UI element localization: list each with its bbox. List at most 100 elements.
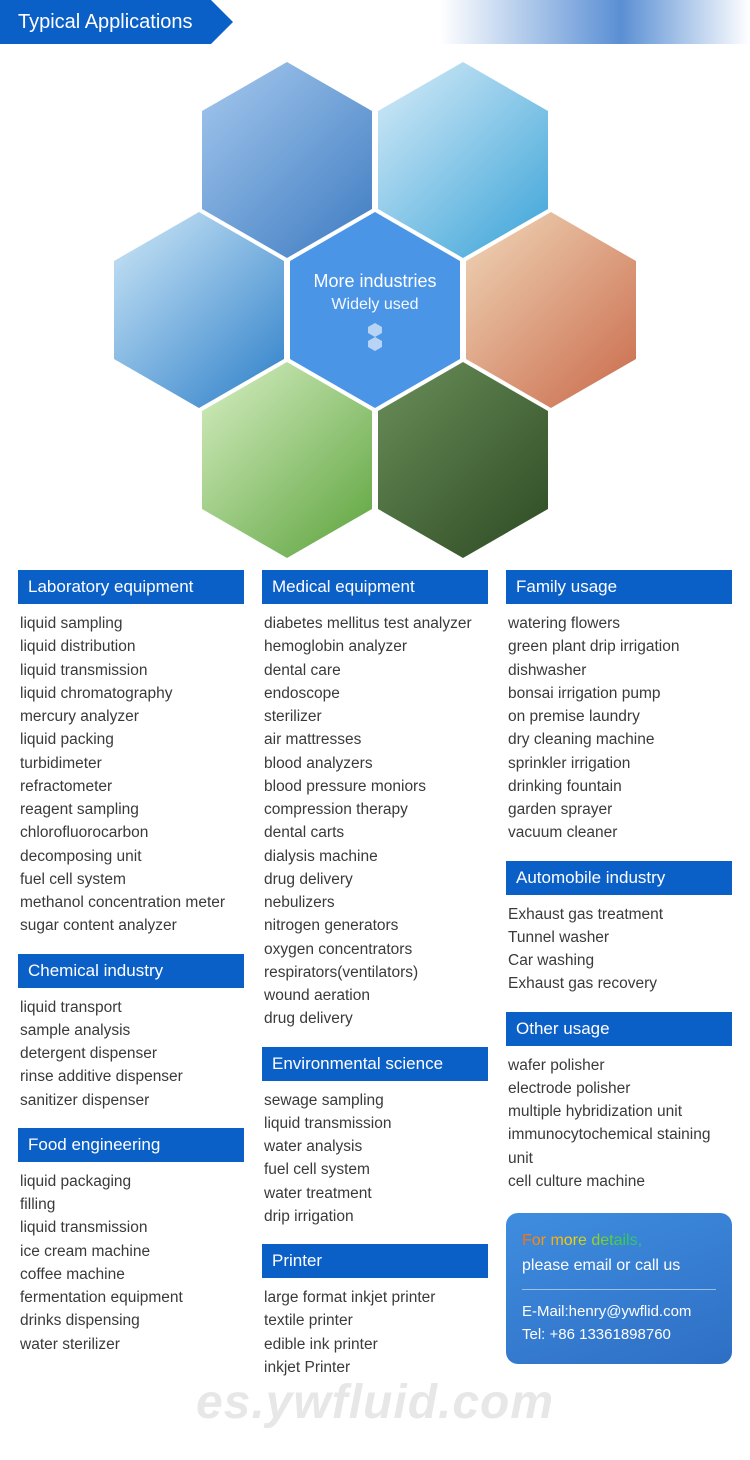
list-item: dialysis machine	[264, 845, 488, 868]
list-item: liquid distribution	[20, 635, 244, 658]
list-item: water analysis	[264, 1135, 488, 1158]
list-item: liquid sampling	[20, 612, 244, 635]
title-banner-label: Typical Applications	[0, 0, 211, 44]
list-item: sugar content analyzer	[20, 914, 244, 937]
section-header: Environmental science	[262, 1047, 488, 1081]
hex-center-line1: More industries	[313, 269, 436, 294]
list-item: sanitizer dispenser	[20, 1089, 244, 1112]
list-item: endoscope	[264, 682, 488, 705]
list-item: water treatment	[264, 1182, 488, 1205]
column-1: Laboratory equipmentliquid samplingliqui…	[18, 570, 244, 1395]
list-item: mercury analyzer	[20, 705, 244, 728]
list-item: Tunnel washer	[508, 926, 732, 949]
section-body: Exhaust gas treatmentTunnel washerCar wa…	[506, 903, 732, 1012]
list-item: methanol concentration meter	[20, 891, 244, 914]
list-item: liquid transmission	[20, 659, 244, 682]
list-item: hemoglobin analyzer	[264, 635, 488, 658]
list-item: liquid packing	[20, 728, 244, 751]
list-item: edible ink printer	[264, 1333, 488, 1356]
contact-cta-line2: please email or call us	[522, 1254, 716, 1279]
section-header: Other usage	[506, 1012, 732, 1046]
list-item: wound aeration	[264, 984, 488, 1007]
section-header: Family usage	[506, 570, 732, 604]
list-item: Exhaust gas recovery	[508, 972, 732, 995]
list-item: garden sprayer	[508, 798, 732, 821]
section-body: wafer polisherelectrode polishermultiple…	[506, 1054, 732, 1210]
section-body: liquid transportsample analysisdetergent…	[18, 996, 244, 1128]
list-item: air mattresses	[264, 728, 488, 751]
title-banner: Typical Applications	[0, 0, 750, 44]
list-item: water sterilizer	[20, 1333, 244, 1356]
list-item: inkjet Printer	[264, 1356, 488, 1379]
list-item: fuel cell system	[20, 868, 244, 891]
column-2: Medical equipment diabetes mellitus test …	[262, 570, 488, 1395]
section-body: watering flowersgreen plant drip irrigat…	[506, 612, 732, 861]
list-item: turbidimeter	[20, 752, 244, 775]
list-item: blood pressure moniors	[264, 775, 488, 798]
list-item: chlorofluorocarbon decomposing unit	[20, 821, 244, 868]
list-item: green plant drip irrigation	[508, 635, 732, 658]
contact-card: For more details,please email or call us…	[506, 1213, 732, 1364]
list-item: liquid chromatography	[20, 682, 244, 705]
contact-email: E-Mail:henry@ywflid.com	[522, 1300, 716, 1323]
list-item: liquid transport	[20, 996, 244, 1019]
list-item: coffee machine	[20, 1263, 244, 1286]
list-item: liquid packaging	[20, 1170, 244, 1193]
list-item: immunocytochemical staining unit	[508, 1123, 732, 1170]
list-item: drip irrigation	[264, 1205, 488, 1228]
list-item: drug delivery	[264, 1007, 488, 1030]
section-header: Medical equipment	[262, 570, 488, 604]
list-item: dental care	[264, 659, 488, 682]
section-header: Chemical industry	[18, 954, 244, 988]
list-item: liquid transmission	[20, 1216, 244, 1239]
hex-center-icon	[366, 323, 384, 351]
section-header: Automobile industry	[506, 861, 732, 895]
list-item: drinks dispensing	[20, 1309, 244, 1332]
list-item: liquid transmission	[264, 1112, 488, 1135]
list-item: sprinkler irrigation	[508, 752, 732, 775]
columns-container: Laboratory equipmentliquid samplingliqui…	[0, 564, 750, 1415]
section-header: Printer	[262, 1244, 488, 1278]
contact-cta-line1: For more details,	[522, 1229, 716, 1254]
list-item: oxygen concentrators	[264, 938, 488, 961]
list-item: Car washing	[508, 949, 732, 972]
list-item: wafer polisher	[508, 1054, 732, 1077]
list-item: drug delivery	[264, 868, 488, 891]
list-item: dry cleaning machine	[508, 728, 732, 751]
list-item: fermentation equipment	[20, 1286, 244, 1309]
list-item: compression therapy	[264, 798, 488, 821]
list-item: blood analyzers	[264, 752, 488, 775]
contact-divider	[522, 1289, 716, 1290]
list-item: diabetes mellitus test analyzer	[264, 612, 488, 635]
list-item: drinking fountain	[508, 775, 732, 798]
list-item: rinse additive dispenser	[20, 1065, 244, 1088]
list-item: sample analysis	[20, 1019, 244, 1042]
list-item: sewage sampling	[264, 1089, 488, 1112]
section-header: Laboratory equipment	[18, 570, 244, 604]
section-body: liquid packagingfillingliquid transmissi…	[18, 1170, 244, 1372]
list-item: respirators(ventilators)	[264, 961, 488, 984]
list-item: detergent dispenser	[20, 1042, 244, 1065]
hexagon-graphic: More industries Widely used	[0, 44, 750, 564]
list-item: reagent sampling	[20, 798, 244, 821]
section-header: Food engineering	[18, 1128, 244, 1162]
section-body: sewage samplingliquid transmissionwater …	[262, 1089, 488, 1245]
list-item: nitrogen generators	[264, 914, 488, 937]
list-item: Exhaust gas treatment	[508, 903, 732, 926]
list-item: electrode polisher	[508, 1077, 732, 1100]
list-item: vacuum cleaner	[508, 821, 732, 844]
list-item: watering flowers	[508, 612, 732, 635]
list-item: sterilizer	[264, 705, 488, 728]
hex-center-line2: Widely used	[331, 294, 418, 316]
list-item: on premise laundry	[508, 705, 732, 728]
column-3: Family usage watering flowersgreen plant …	[506, 570, 732, 1395]
section-body: liquid samplingliquid distributionliquid…	[18, 612, 244, 954]
list-item: ice cream machine	[20, 1240, 244, 1263]
list-item: filling	[20, 1193, 244, 1216]
list-item: textile printer	[264, 1309, 488, 1332]
title-banner-gradient	[233, 0, 750, 44]
section-body: diabetes mellitus test analyzerhemoglobi…	[262, 612, 488, 1047]
list-item: multiple hybridization unit	[508, 1100, 732, 1123]
list-item: bonsai irrigation pump	[508, 682, 732, 705]
contact-tel: Tel: +86 13361898760	[522, 1323, 716, 1346]
